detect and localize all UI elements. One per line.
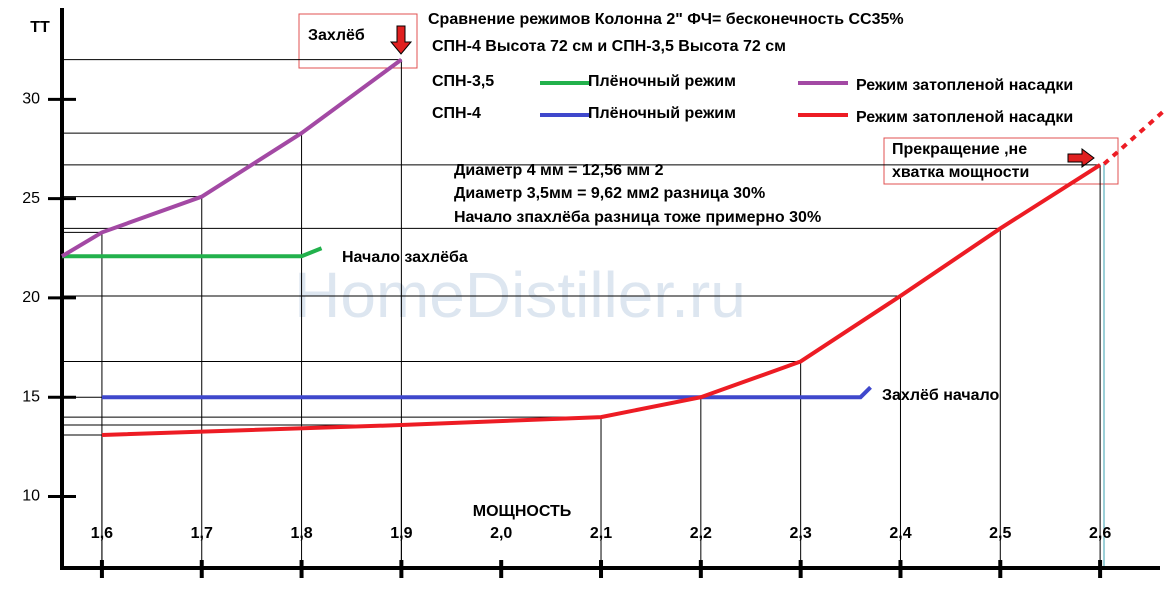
annotation: Прекращение ,не bbox=[892, 141, 1027, 158]
y-tick-label: 25 bbox=[22, 190, 40, 207]
extrapolation bbox=[1102, 108, 1165, 166]
legend-label: Режим затопленой насадки bbox=[856, 109, 1073, 126]
x-tick-label: 1,8 bbox=[290, 525, 312, 542]
y-tick-label: 30 bbox=[22, 91, 40, 108]
x-tick-label: 2,6 bbox=[1089, 525, 1111, 542]
annotation: Диаметр 3,5мм = 9,62 мм2 разница 30% bbox=[454, 185, 765, 202]
x-tick-label: 1,9 bbox=[390, 525, 412, 542]
arrow bbox=[389, 25, 413, 55]
x-tick-label: 2,4 bbox=[889, 525, 911, 542]
annotation: Начало захлёба bbox=[342, 249, 468, 266]
x-axis-label: МОЩНОСТЬ bbox=[473, 503, 572, 520]
x-tick-label: 1,7 bbox=[191, 525, 213, 542]
annotation: Диаметр 4 мм = 12,56 мм 2 bbox=[454, 162, 664, 179]
y-tick-label: 20 bbox=[22, 289, 40, 306]
x-tick-label: 2,2 bbox=[690, 525, 712, 542]
series-line bbox=[60, 58, 403, 258]
legend-group: СПН-3,5 bbox=[432, 73, 494, 90]
watermark: HomeDistiller.ru bbox=[294, 259, 746, 331]
annotation: Захлёб начало bbox=[882, 387, 1000, 404]
y-tick-label: 10 bbox=[22, 488, 40, 505]
legend-label: Плёночный режим bbox=[588, 105, 736, 122]
x-tick-label: 2,3 bbox=[790, 525, 812, 542]
series-line bbox=[101, 163, 1102, 437]
series-line bbox=[62, 246, 323, 259]
annotation: хватка мощности bbox=[892, 164, 1029, 181]
annotation-box bbox=[883, 137, 1119, 185]
x-tick-label: 2,5 bbox=[989, 525, 1011, 542]
annotation: Захлёб bbox=[308, 27, 365, 44]
x-tick-label: 2,0 bbox=[490, 525, 512, 542]
annotation: Начало зпахлёба разница тоже примерно 30… bbox=[454, 209, 821, 226]
legend-label: Режим затопленой насадки bbox=[856, 77, 1073, 94]
x-tick-label: 1,6 bbox=[91, 525, 113, 542]
series-line bbox=[101, 385, 872, 400]
x-tick-label: 2,1 bbox=[590, 525, 612, 542]
arrow bbox=[1067, 148, 1095, 168]
legend-group: СПН-4 bbox=[432, 105, 481, 122]
y-tick-label: 15 bbox=[22, 388, 40, 405]
legend-label: Плёночный режим bbox=[588, 73, 736, 90]
chart-title: Сравнение режимов Колонна 2" ФЧ= бесконе… bbox=[428, 11, 904, 28]
y-axis-label: ТТ bbox=[30, 19, 50, 36]
chart-subtitle: СПН-4 Высота 72 см и СПН-3,5 Высота 72 с… bbox=[432, 38, 786, 55]
annotation-box bbox=[298, 13, 418, 69]
